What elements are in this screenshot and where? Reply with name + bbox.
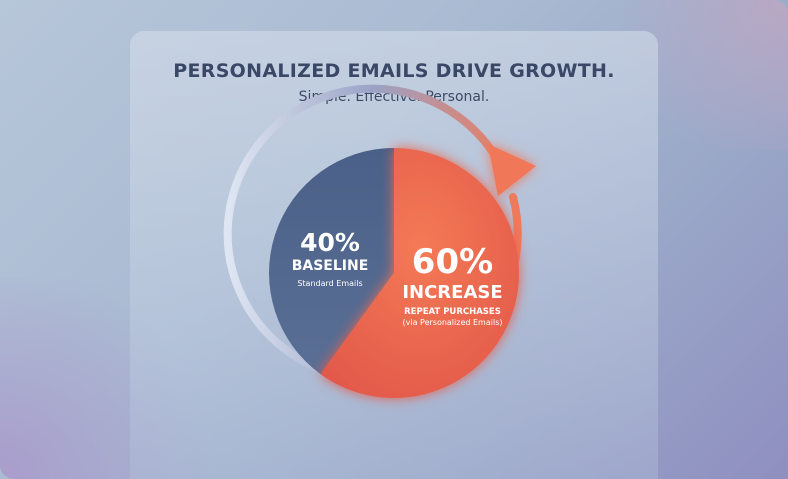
baseline-percent: 40% <box>300 228 360 257</box>
increase-percent: 60% <box>411 242 494 282</box>
growth-arrow-icon <box>488 144 536 196</box>
pie-slice-baseline <box>269 148 394 375</box>
pie-slice-increase <box>320 148 519 398</box>
slice-label-baseline: 40% BASELINE Standard Emails <box>270 228 390 288</box>
increase-sublabel: REPEAT PURCHASES <box>404 307 501 317</box>
increase-note: (via Personalized Emails) <box>402 318 503 327</box>
baseline-sublabel: Standard Emails <box>297 279 363 288</box>
slice-label-increase: 60% INCREASE REPEAT PURCHASES (via Perso… <box>385 242 520 327</box>
chart-title: PERSONALIZED EMAILS DRIVE GROWTH. <box>173 60 615 82</box>
baseline-label: BASELINE <box>291 258 369 274</box>
increase-label: INCREASE <box>402 282 503 303</box>
